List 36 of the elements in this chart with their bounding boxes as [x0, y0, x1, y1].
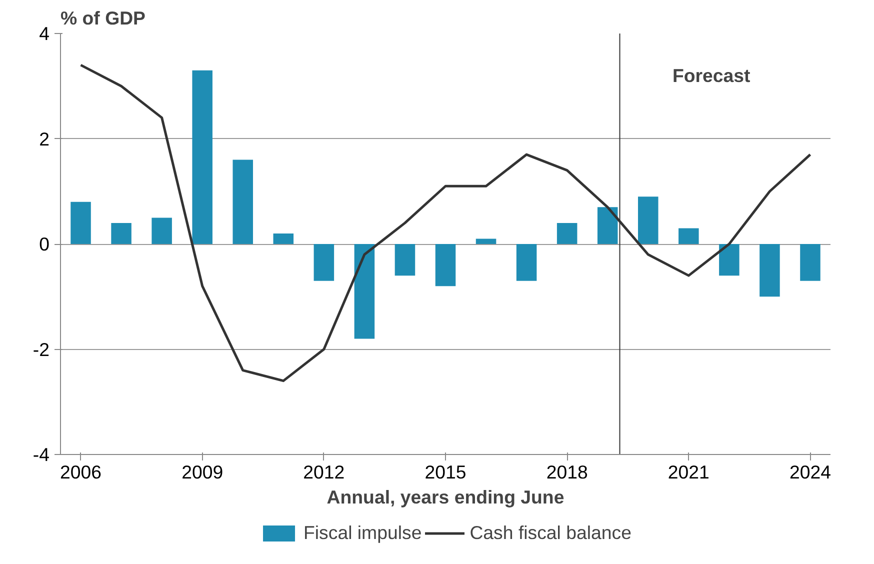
bar [192, 70, 212, 244]
bar [597, 207, 618, 244]
bar [314, 244, 334, 281]
bar [273, 233, 294, 244]
y-tick-label: 0 [39, 234, 50, 254]
bar [760, 244, 780, 297]
y-tick-label: 2 [39, 128, 50, 150]
x-tick-label: 2018 [546, 462, 588, 482]
x-axis-title: Annual, years ending June [326, 486, 564, 508]
bar [70, 202, 91, 244]
bar [111, 222, 132, 244]
legend-label: Fiscal impulse [304, 522, 422, 544]
bar [152, 218, 172, 244]
x-tick-label: 2009 [182, 462, 224, 482]
bar [719, 244, 740, 276]
x-tick-label: 2012 [303, 462, 345, 482]
y-axis-title: % of GDP [60, 8, 146, 28]
bar [232, 160, 253, 244]
bar [476, 238, 496, 244]
x-tick-label: 2006 [60, 462, 102, 482]
bar [556, 222, 578, 244]
bar [394, 244, 416, 276]
ref-line-label: Forecast [672, 65, 750, 86]
bar [678, 228, 699, 244]
x-tick-label: 2015 [424, 462, 466, 482]
bar [638, 196, 658, 244]
x-tick-label: 2024 [789, 462, 831, 482]
bar [354, 244, 375, 339]
bar [435, 244, 456, 286]
bar [516, 244, 537, 281]
y-tick-label: -2 [32, 338, 50, 360]
y-tick-label: -4 [32, 444, 50, 465]
legend-label: Cash fiscal balance [470, 522, 632, 544]
x-tick-label: 2021 [668, 462, 710, 482]
bar [800, 244, 820, 281]
y-tick-label: 4 [39, 23, 50, 44]
